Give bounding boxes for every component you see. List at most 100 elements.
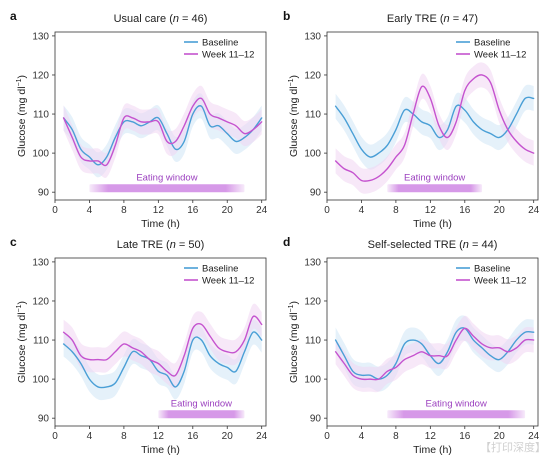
x-tick-label: 8 xyxy=(393,205,399,216)
data-point-baseline xyxy=(447,351,448,352)
data-point-baseline xyxy=(335,339,336,340)
y-label-text: Glucose (mg dl xyxy=(16,86,28,157)
eating-window-label: Eating window xyxy=(136,172,197,183)
data-point-baseline xyxy=(481,347,482,348)
data-point-baseline xyxy=(115,382,116,383)
data-point-baseline xyxy=(227,133,228,134)
data-point-baseline xyxy=(209,355,210,356)
data-point-week xyxy=(97,359,98,360)
x-tick-label: 16 xyxy=(459,431,471,442)
y-label-sup: −1 xyxy=(288,304,295,312)
x-tick-label: 4 xyxy=(87,431,93,442)
y-label-end: ) xyxy=(288,301,300,305)
data-point-week xyxy=(244,339,245,340)
data-point-baseline xyxy=(335,106,336,107)
data-point-baseline xyxy=(473,339,474,340)
series-band-week xyxy=(335,315,534,393)
data-point-week xyxy=(192,328,193,329)
y-label-sup: −1 xyxy=(16,304,23,312)
legend-label-week: Week 11–12 xyxy=(202,276,254,287)
data-point-week xyxy=(387,371,388,372)
data-point-week xyxy=(227,121,228,122)
data-point-week xyxy=(97,160,98,161)
x-tick-label: 16 xyxy=(187,431,199,442)
data-point-week xyxy=(404,145,405,146)
data-point-baseline xyxy=(123,121,124,122)
title-count: = 44) xyxy=(469,239,497,251)
y-tick-label: 100 xyxy=(32,149,49,160)
data-point-week xyxy=(235,351,236,352)
data-point-week xyxy=(63,117,64,118)
eating-window-bar xyxy=(158,410,245,419)
data-point-baseline xyxy=(395,363,396,364)
series-line-week xyxy=(334,74,535,182)
data-point-week xyxy=(106,164,107,165)
data-point-baseline xyxy=(106,156,107,157)
data-point-week xyxy=(72,339,73,340)
data-point-baseline xyxy=(192,113,193,114)
data-point-week xyxy=(413,355,414,356)
data-point-baseline xyxy=(344,117,345,118)
data-point-week xyxy=(261,324,262,325)
data-point-baseline xyxy=(387,375,388,376)
data-point-week xyxy=(464,328,465,329)
x-tick-label: 20 xyxy=(222,431,234,442)
data-point-baseline xyxy=(456,106,457,107)
data-point-week xyxy=(438,355,439,356)
data-point-week xyxy=(473,78,474,79)
data-point-week xyxy=(481,74,482,75)
data-point-baseline xyxy=(421,343,422,344)
data-point-baseline xyxy=(413,339,414,340)
data-point-week xyxy=(335,160,336,161)
panel-letter: c xyxy=(10,235,17,249)
data-point-week xyxy=(184,355,185,356)
data-point-baseline xyxy=(123,367,124,368)
data-point-week xyxy=(499,347,500,348)
data-point-baseline xyxy=(499,359,500,360)
data-point-week xyxy=(115,145,116,146)
data-point-week xyxy=(378,379,379,380)
y-tick-label: 110 xyxy=(305,336,321,347)
data-point-week xyxy=(361,379,362,380)
data-point-baseline xyxy=(430,125,431,126)
data-point-week xyxy=(533,339,534,340)
x-tick-label: 20 xyxy=(222,205,234,216)
data-point-baseline xyxy=(516,113,517,114)
y-tick-label: 130 xyxy=(32,31,49,42)
x-tick-label: 24 xyxy=(256,205,268,216)
data-point-week xyxy=(430,355,431,356)
x-tick-label: 12 xyxy=(425,431,437,442)
data-point-week xyxy=(218,347,219,348)
y-tick-label: 130 xyxy=(304,31,321,42)
data-point-baseline xyxy=(218,363,219,364)
data-point-week xyxy=(352,172,353,173)
legend-label-week: Week 11–12 xyxy=(474,276,526,287)
data-point-baseline xyxy=(175,386,176,387)
data-point-week xyxy=(166,371,167,372)
series-line-baseline xyxy=(62,331,263,389)
series-line-baseline xyxy=(62,105,263,166)
data-point-baseline xyxy=(438,137,439,138)
x-tick-label: 20 xyxy=(494,205,506,216)
data-point-baseline xyxy=(141,355,142,356)
data-point-baseline xyxy=(63,343,64,344)
data-point-week xyxy=(227,351,228,352)
series-line-week xyxy=(334,327,535,381)
data-point-baseline xyxy=(404,343,405,344)
data-point-week xyxy=(80,355,81,356)
data-point-week xyxy=(404,359,405,360)
data-point-week xyxy=(141,351,142,352)
y-tick-label: 100 xyxy=(32,375,49,386)
data-point-baseline xyxy=(97,164,98,165)
data-point-week xyxy=(132,117,133,118)
y-label-end: ) xyxy=(16,75,28,79)
x-tick-label: 8 xyxy=(121,431,127,442)
panel-letter: d xyxy=(283,235,290,249)
y-label-text: Glucose (mg dl xyxy=(16,312,28,383)
eating-window-bar xyxy=(387,184,483,193)
data-point-baseline xyxy=(201,106,202,107)
data-point-week xyxy=(89,359,90,360)
watermark-text: 【打印深度】 xyxy=(480,440,546,454)
data-point-week xyxy=(106,359,107,360)
